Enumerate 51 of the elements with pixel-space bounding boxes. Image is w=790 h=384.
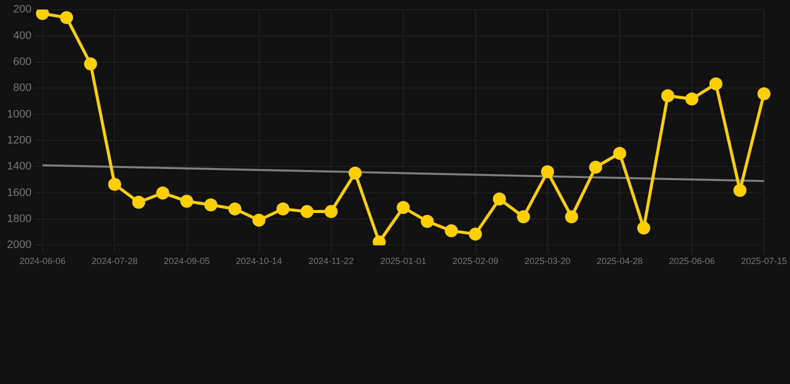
point [324,205,338,218]
point [84,57,98,70]
point [132,196,146,209]
x-tick-label: 2025-04-28 [596,256,643,266]
y-tick-label: 1400 [6,160,32,173]
point [444,224,458,238]
y-tick-label: 1200 [6,134,32,147]
point [252,214,266,227]
point [276,202,290,216]
point [108,178,122,191]
point [685,92,698,106]
x-tick-label: 2024-11-22 [308,256,354,266]
point [733,184,746,197]
point [348,166,362,180]
point [637,222,650,235]
point [516,210,530,224]
y-tick-label: 1800 [6,213,32,226]
point [757,87,770,100]
point [180,194,194,208]
point [420,214,434,228]
x-tick-label: 2025-03-20 [524,256,571,266]
x-tick-label: 2025-07-15 [740,256,788,266]
point [589,160,602,174]
y-tick-label: 400 [13,30,32,42]
point [709,77,722,90]
point [492,192,506,206]
x-tick-label: 2024-09-05 [164,256,210,266]
y-tick-label: 600 [13,56,32,68]
x-tick-label: 2024-07-28 [92,256,138,266]
y-tick-label: 800 [13,82,32,94]
x-tick-label: 2025-02-09 [452,256,498,266]
point [300,205,314,218]
y-tick-label: 1000 [6,108,32,120]
y-tick-label: 2000 [6,239,32,252]
point [396,201,410,214]
point [541,165,554,178]
point [60,11,74,24]
point [613,146,626,160]
x-tick-label: 2025-01-01 [380,256,426,266]
point [228,202,242,216]
point [156,186,170,200]
y-tick-label: 200 [13,4,32,16]
x-tick-label: 2024-06-06 [19,256,66,266]
point [372,236,386,246]
point [661,89,674,102]
x-tick-label: 2025-06-06 [668,256,715,266]
y-tick-label: 1600 [6,186,32,199]
point [468,228,482,241]
point [204,198,218,212]
x-tick-label: 2024-10-14 [236,256,282,266]
point [565,210,578,224]
